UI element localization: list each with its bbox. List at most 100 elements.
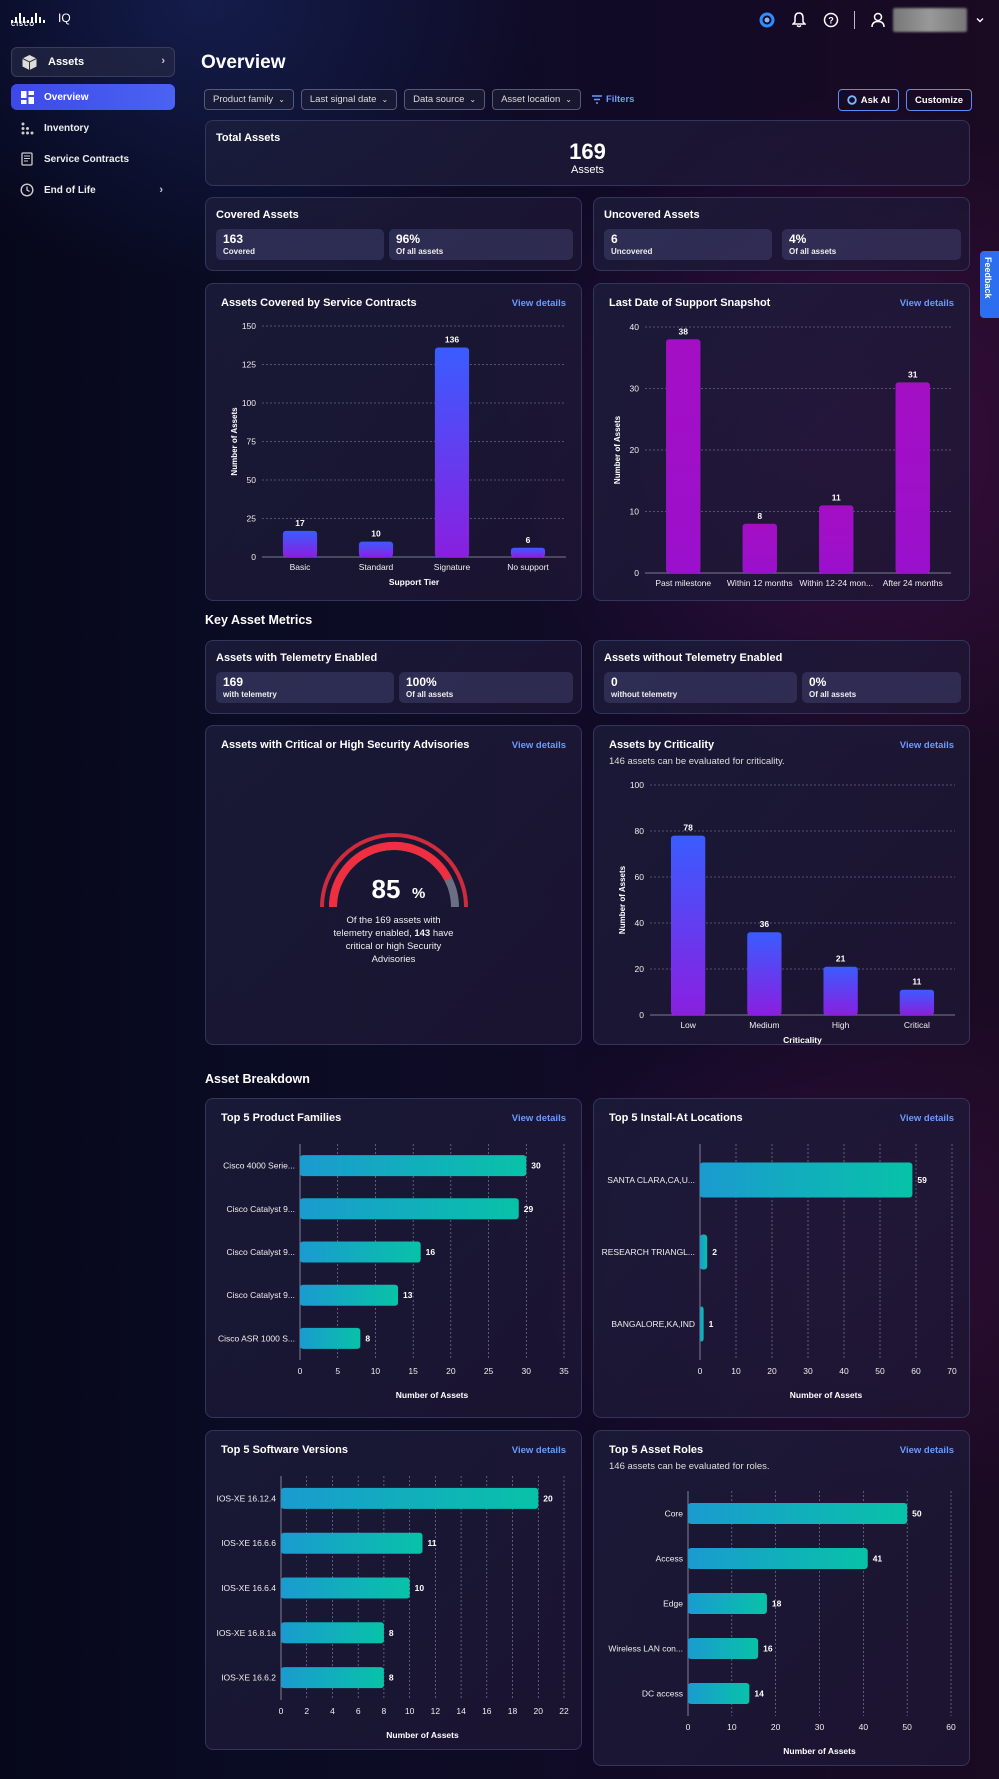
key-metrics-heading: Key Asset Metrics [205,613,313,627]
asset-roles-chart: 0 10 20 30 40 50 60 50 Core 41 Access 18 Edge 16 Wirel… [608,1491,956,1756]
telemetry-card: Assets with Telemetry Enabled 169 with t… [205,640,582,714]
x-tick-label: 10 [727,1722,737,1732]
uncovered-assets-card: Uncovered Assets 6 Uncovered 4% Of all a… [593,197,970,271]
x-tick-label: Standard [359,562,394,572]
gauge-outer-ring [320,833,468,908]
x-tick-label: 18 [508,1706,518,1716]
x-axis-label: Criticality [783,1035,822,1045]
ask-ai-label: Ask AI [860,94,890,106]
y-tick-label: SANTA CLARA,CA,U... [607,1175,695,1185]
card-title: Total Assets [216,132,281,144]
metric-label: Of all assets [789,247,837,256]
chevron-right-icon: › [159,184,163,196]
filter-data-source[interactable]: Data source ⌄ [404,89,486,110]
user-name-redacted[interactable] [893,8,967,32]
ai-assistant-icon[interactable] [758,11,776,29]
product-families-card: Top 5 Product Families View details 0 5 10… [205,1098,582,1418]
data-label: 8 [389,1628,394,1638]
filter-icon [591,95,602,104]
filter-label: Asset location [501,94,561,105]
metric-box: 0% Of all assets [802,672,961,703]
bell-icon[interactable] [790,11,808,29]
sidebar-item-end-of-life[interactable]: End of Life › [11,177,175,203]
filter-product-family[interactable]: Product family ⌄ [204,89,294,110]
y-tick-label: 20 [630,445,640,455]
advisories-card: Assets with Critical or High Security Ad… [205,725,582,1045]
bar [688,1593,767,1614]
y-tick-label: IOS-XE 16.6.2 [221,1673,276,1683]
sidebar-item-label: Overview [44,91,89,103]
filters-button[interactable]: Filters [591,89,635,110]
view-details-link[interactable]: View details [511,740,566,751]
data-label: 136 [445,335,459,345]
sidebar-item-inventory[interactable]: Inventory [11,115,175,141]
y-tick-label: IOS-XE 16.12.4 [216,1493,276,1503]
x-tick-label: Critical [904,1020,930,1030]
x-tick-label: 35 [559,1366,569,1376]
cisco-logo[interactable]: CISCO IQ [11,11,71,28]
gauge-percent: 85 [372,874,401,904]
filter-last-signal-date[interactable]: Last signal date ⌄ [300,89,398,110]
chevron-down-icon[interactable] [971,11,989,29]
y-tick-label: 125 [242,360,256,370]
view-details-link[interactable]: View details [899,740,954,751]
ask-ai-button[interactable]: Ask AI [837,89,899,111]
view-details-link[interactable]: View details [511,1113,566,1124]
x-tick-label: Within 12 months [727,578,793,588]
metric-label: Of all assets [396,247,444,256]
bar [688,1638,759,1659]
covered-assets-card: Covered Assets 163 Covered 96% Of all as… [205,197,582,271]
view-details-link[interactable]: View details [511,1445,566,1456]
bar [688,1683,750,1704]
x-tick-label: Past milestone [655,578,711,588]
filters-label: Filters [605,94,635,105]
metric-box: 4% Of all assets [782,229,961,260]
view-details-link[interactable]: View details [899,1113,954,1124]
sidebar-section-label: Assets [48,56,85,68]
x-tick-label: 16 [482,1706,492,1716]
bar [281,1577,410,1599]
y-tick-label: 50 [247,475,257,485]
data-label: 29 [524,1204,534,1214]
x-tick-label: 50 [902,1722,912,1732]
x-axis-label: Number of Assets [396,1390,469,1400]
divider [854,11,855,29]
view-details-link[interactable]: View details [899,1445,954,1456]
grid-icon [20,121,34,135]
customize-button[interactable]: Customize [905,89,972,111]
x-tick-label: 20 [534,1706,544,1716]
x-tick-label: Low [680,1020,696,1030]
customize-label: Customize [914,94,963,106]
chevron-down-icon: ⌄ [381,95,389,104]
user-icon[interactable] [869,11,887,29]
y-tick-label: 80 [635,826,645,836]
caption-line: critical or high Security [345,941,442,952]
card-title: Uncovered Assets [604,209,700,221]
x-tick-label: High [832,1020,850,1030]
x-tick-label: After 24 months [883,578,943,588]
brand-name: CISCO [11,22,36,28]
bar [300,1241,421,1263]
software-versions-card: Top 5 Software Versions View details 0 2 4… [205,1430,582,1750]
sidebar-item-service-contracts[interactable]: Service Contracts [11,146,175,172]
x-tick-label: 60 [946,1722,956,1732]
chevron-down-icon: ⌄ [469,95,477,104]
feedback-tab[interactable]: Feedback [980,251,999,318]
x-tick-label: 50 [875,1366,885,1376]
view-details-link[interactable]: View details [511,298,566,309]
asset-roles-card: Top 5 Asset Roles 146 assets can be eval… [593,1430,970,1766]
metric-box: 163 Covered [216,229,384,260]
y-tick-label: 10 [630,507,640,517]
sidebar-section-assets[interactable]: Assets › [11,47,175,77]
x-tick-label: 22 [559,1706,569,1716]
help-icon[interactable]: ? [822,11,840,29]
sidebar-item-label: Service Contracts [44,153,130,165]
y-tick-label: 20 [635,964,645,974]
view-details-link[interactable]: View details [899,298,954,309]
sidebar-item-overview[interactable]: Overview [11,84,175,110]
x-tick-label: 70 [947,1366,957,1376]
x-axis-label: Support Tier [389,577,440,587]
total-assets-value: 169 [569,139,606,164]
x-tick-label: 60 [911,1366,921,1376]
filter-asset-location[interactable]: Asset location ⌄ [492,89,581,110]
